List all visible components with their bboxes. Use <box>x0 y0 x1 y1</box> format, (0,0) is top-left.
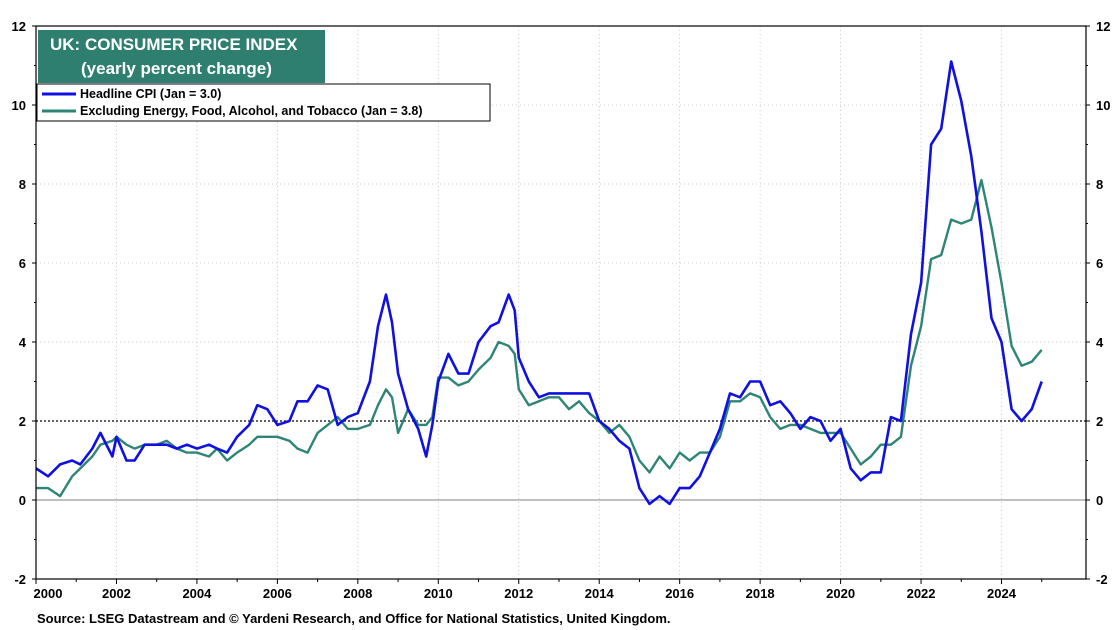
y-left-tick-label: -2 <box>14 572 26 587</box>
y-right-tick-label: 4 <box>1096 335 1104 350</box>
x-tick-label: 2004 <box>182 586 212 601</box>
tick-labels: 2000 2002 2004 2006 2008 2010 2012 2014 2016 2018… <box>12 19 1111 601</box>
y-right-tick-label: 6 <box>1096 256 1103 271</box>
x-tick-label: 2010 <box>424 586 453 601</box>
chart-title-line1: UK: CONSUMER PRICE INDEX <box>50 35 298 54</box>
x-tick-label: 2024 <box>987 586 1017 601</box>
x-tick-label: 2000 <box>34 586 63 601</box>
title-box: UK: CONSUMER PRICE INDEX (yearly percent… <box>38 30 325 83</box>
title-background <box>38 30 325 83</box>
y-left-tick-label: 4 <box>19 335 27 350</box>
y-left-tick-label: 2 <box>19 414 26 429</box>
legend-label-headline: Headline CPI (Jan = 3.0) <box>80 87 221 101</box>
series-lines <box>35 60 1043 506</box>
grid-lines <box>36 26 1086 579</box>
y-right-tick-label: 2 <box>1096 414 1103 429</box>
source-note: Source: LSEG Datastream and © Yardeni Re… <box>37 611 671 626</box>
chart-title-line2: (yearly percent change) <box>81 59 272 78</box>
x-tick-label: 2006 <box>263 586 292 601</box>
x-tick-label: 2022 <box>907 586 936 601</box>
y-left-tick-label: 10 <box>12 98 26 113</box>
y-left-tick-label: 0 <box>19 493 26 508</box>
series-line-headline-cpi <box>35 60 1043 506</box>
axis-ticks <box>32 25 1090 584</box>
y-right-tick-label: 12 <box>1096 19 1110 34</box>
x-tick-label: 2016 <box>665 586 694 601</box>
x-tick-label: 2018 <box>746 586 775 601</box>
x-tick-label: 2008 <box>343 586 372 601</box>
x-tick-label: 2020 <box>826 586 855 601</box>
reference-lines <box>36 420 1086 501</box>
x-tick-label: 2002 <box>102 586 131 601</box>
y-right-tick-label: 0 <box>1096 493 1103 508</box>
series-line-core-cpi <box>36 178 1043 498</box>
x-tick-label: 2014 <box>585 586 615 601</box>
y-right-tick-label: -2 <box>1096 572 1108 587</box>
legend-label-core: Excluding Energy, Food, Alcohol, and Tob… <box>80 104 423 118</box>
y-left-tick-label: 12 <box>12 19 26 34</box>
y-left-tick-label: 8 <box>19 177 26 192</box>
y-right-tick-label: 10 <box>1096 98 1110 113</box>
legend: Headline CPI (Jan = 3.0) Excluding Energ… <box>36 83 491 122</box>
legend-box <box>36 83 491 122</box>
y-right-tick-label: 8 <box>1096 177 1103 192</box>
y-left-tick-label: 6 <box>19 256 26 271</box>
x-tick-label: 2012 <box>504 586 533 601</box>
